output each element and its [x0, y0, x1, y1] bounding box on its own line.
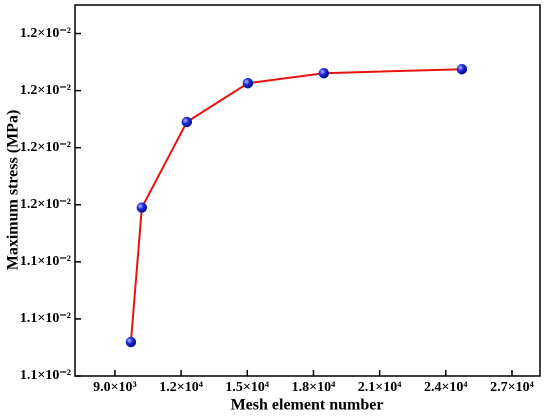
- data-point: [242, 77, 254, 89]
- plot-frame: [74, 4, 541, 377]
- y-tick-label: 1.1×10⁻²: [20, 311, 71, 326]
- x-axis-title: Mesh element number: [231, 397, 384, 414]
- y-axis-title: Maximum stress (MPa): [5, 110, 22, 271]
- x-tick-label: 1.5×10⁴: [225, 380, 269, 395]
- data-point: [181, 116, 193, 128]
- y-tick-label: 1.1×10⁻²: [20, 368, 71, 383]
- series-line: [129, 68, 462, 343]
- y-tick-label: 1.1×10⁻²: [20, 254, 71, 269]
- x-tick-label: 2.4×10⁴: [424, 380, 468, 395]
- y-tick-label: 1.2×10⁻²: [20, 83, 71, 98]
- x-tick-label: 1.2×10⁴: [159, 380, 203, 395]
- x-tick-label: 2.7×10⁴: [490, 380, 534, 395]
- data-point: [456, 63, 468, 75]
- x-tick-label: 2.1×10⁴: [358, 380, 402, 395]
- y-tick-label: 1.2×10⁻²: [20, 26, 71, 41]
- x-tick-label: 1.8×10⁴: [292, 380, 336, 395]
- data-point: [136, 202, 148, 213]
- data-point: [318, 67, 330, 79]
- y-tick-label: 1.2×10⁻²: [20, 197, 71, 212]
- data-point: [125, 336, 137, 348]
- y-tick-label: 1.2×10⁻²: [20, 140, 71, 155]
- x-tick-label: 9.0×10³: [93, 380, 137, 395]
